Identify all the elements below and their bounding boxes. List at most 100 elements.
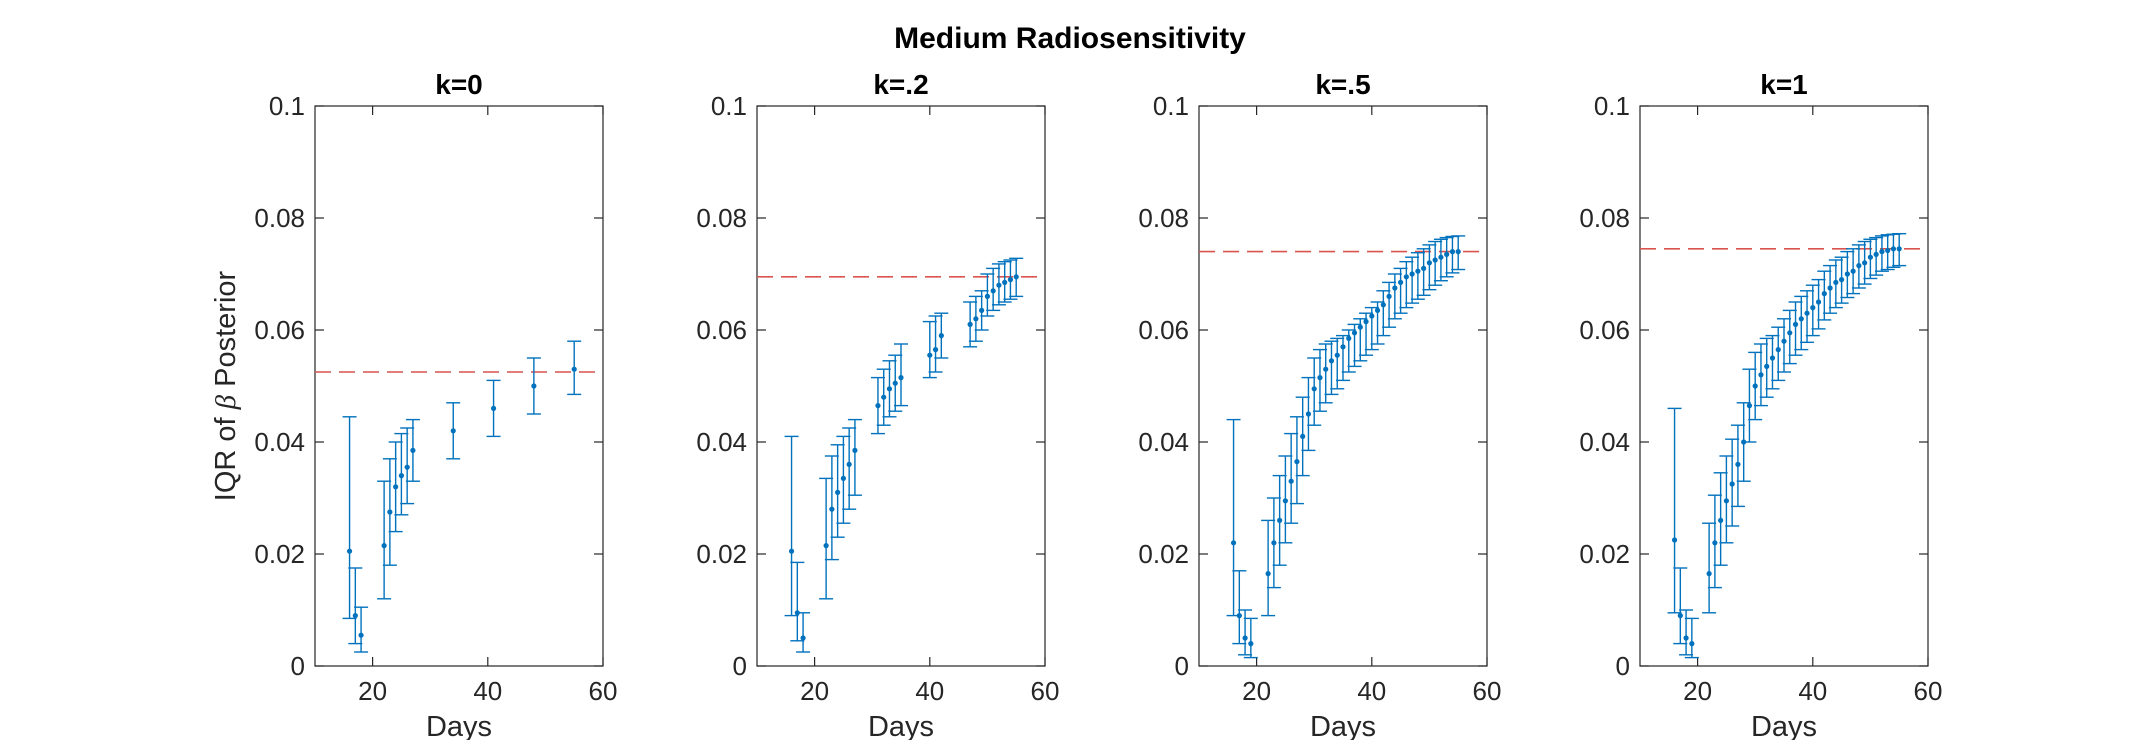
y-tick-label: 0.06: [254, 315, 305, 345]
data-point: [1896, 246, 1902, 252]
data-point: [1449, 249, 1456, 255]
error-bar: [486, 379, 501, 438]
subplot-1: k=0 0 0.02 0.04 0.06 0.08 0.1 20 40 60 Days IQR of …: [210, 69, 618, 743]
data-point: [1415, 268, 1421, 274]
data-point: [1873, 251, 1879, 257]
error-bar: [1788, 301, 1803, 356]
error-bar: [1451, 235, 1466, 271]
x-axis-label: Days: [1310, 711, 1376, 740]
error-bar: [567, 340, 582, 396]
data-point: [1426, 260, 1432, 266]
y-axis-label-part: Posterior: [210, 270, 242, 394]
error-bar: [830, 444, 845, 538]
data-point: [1271, 540, 1277, 546]
data-point: [1311, 386, 1317, 392]
error-bar: [1794, 295, 1809, 351]
x-tick-label: 20: [358, 676, 387, 706]
y-tick-label: 0: [1616, 651, 1630, 681]
data-point: [1421, 265, 1427, 271]
data-point: [1351, 330, 1358, 336]
error-bar: [980, 273, 995, 317]
subplot-4: k=1 0 0.02 0.04 0.06 0.08 0.1 20 40 60 Days: [1579, 69, 1942, 743]
error-bar: [1673, 567, 1688, 645]
data-point: [1718, 517, 1724, 524]
data-point: [1856, 263, 1862, 269]
data-point: [404, 464, 410, 470]
error-bar: [1312, 348, 1327, 412]
error-bar: [1364, 306, 1379, 351]
data-point: [1300, 433, 1306, 439]
y-tick-label: 0: [733, 651, 747, 681]
error-bar: [1289, 416, 1304, 505]
data-point: [852, 447, 858, 453]
error-bar: [888, 354, 903, 412]
error-bar: [1009, 257, 1024, 298]
data-point: [398, 473, 404, 479]
x-axis-label: Days: [426, 711, 492, 740]
error-bar: [997, 260, 1012, 303]
data-point: [840, 475, 847, 481]
data-point: [571, 366, 577, 372]
data-point: [352, 613, 358, 619]
x-tick-label: 60: [1473, 676, 1502, 706]
data-point: [1432, 257, 1438, 263]
error-bar: [1719, 455, 1734, 544]
error-bar: [968, 295, 983, 342]
error-bar: [1753, 343, 1768, 407]
data-point: [1438, 254, 1444, 260]
data-point: [381, 543, 387, 549]
data-point: [1815, 299, 1822, 305]
data-point: [1792, 321, 1799, 327]
error-bar: [1307, 357, 1322, 426]
error-bar: [784, 435, 799, 617]
data-point: [800, 635, 806, 641]
error-bar: [1707, 494, 1722, 589]
y-tick-label: 0.1: [1594, 91, 1630, 121]
data-point: [1242, 635, 1248, 641]
y-tick-label: 0.04: [696, 427, 747, 457]
y-tick-label: 0.04: [254, 427, 305, 457]
error-bar: [1892, 232, 1907, 267]
error-bar: [1359, 312, 1374, 356]
data-point: [1833, 279, 1839, 285]
error-bar: [882, 360, 897, 418]
error-bar: [1805, 284, 1820, 337]
data-point: [1781, 338, 1787, 344]
error-bar: [1857, 240, 1872, 285]
data-point: [788, 548, 795, 554]
data-point: [1706, 571, 1712, 577]
error-bar: [1748, 351, 1763, 421]
x-tick-label: 40: [1798, 676, 1827, 706]
error-bar: [394, 432, 409, 516]
data-point: [1787, 330, 1793, 336]
error-bar: [1851, 244, 1866, 289]
y-axis-label: IQR of β Posterior: [210, 270, 242, 501]
error-bar: [1272, 474, 1287, 566]
error-bar: [1301, 376, 1316, 452]
error-bar: [1874, 235, 1889, 272]
data-point: [1265, 571, 1271, 577]
y-tick-label: 0.04: [1579, 427, 1630, 457]
data-point: [927, 352, 933, 358]
data-point: [1821, 291, 1827, 297]
data-point: [1810, 305, 1816, 311]
error-bar: [1284, 432, 1299, 524]
error-bar-series: [784, 257, 1024, 653]
error-bar-series: [1667, 232, 1907, 659]
data-point: [846, 461, 852, 467]
data-point: [875, 403, 881, 409]
data-point: [1357, 324, 1363, 330]
x-tick-label: 20: [800, 676, 829, 706]
error-bar: [1266, 497, 1281, 589]
data-point: [823, 543, 829, 549]
y-tick-label: 0.02: [1138, 539, 1189, 569]
error-bar: [1840, 250, 1855, 299]
error-bar: [796, 612, 811, 653]
error-bar: [1324, 340, 1339, 396]
x-tick-label: 60: [589, 676, 618, 706]
data-point: [1844, 271, 1850, 277]
y-tick-label: 0.08: [696, 203, 747, 233]
error-bar: [1416, 248, 1431, 296]
data-point: [1340, 344, 1346, 350]
error-bar: [1846, 248, 1861, 295]
